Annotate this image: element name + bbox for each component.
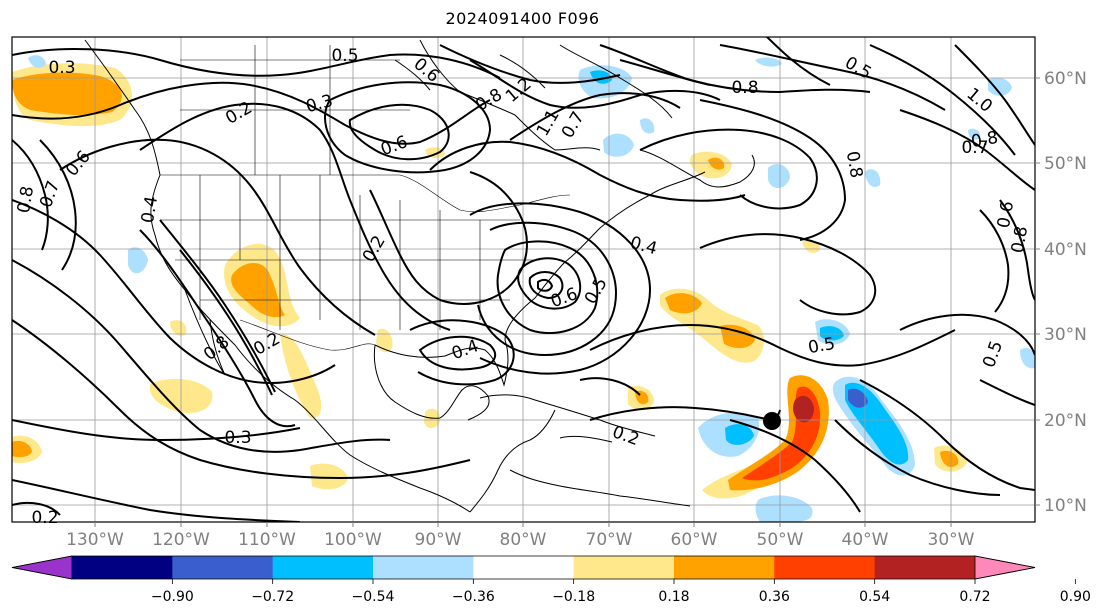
lon-label: 80°W (500, 530, 547, 550)
lon-label: 30°W (928, 530, 975, 550)
colorbar-tick-label: −0.72 (251, 589, 294, 605)
lat-label: 20°N (1044, 411, 1087, 431)
colorbar-segment (72, 556, 173, 579)
lon-label: 50°W (757, 530, 804, 550)
colorbar-tick-label: 0.54 (859, 589, 890, 605)
storm-marker-icon (763, 412, 781, 430)
lon-label: 90°W (415, 530, 462, 550)
contour-label: 0.4 (138, 195, 162, 225)
colorbar-segment (674, 556, 775, 579)
contour-label: 0.6 (994, 200, 1018, 230)
lon-label: 130°W (66, 530, 124, 550)
lon-label: 120°W (152, 530, 210, 550)
map-title: 2024091400 F096 (445, 9, 600, 28)
contour-label: 0.4 (628, 233, 659, 259)
contour-label: 0.5 (807, 334, 837, 358)
contour-label: 0.5 (331, 46, 358, 66)
lon-label: 40°W (842, 530, 889, 550)
lon-label: 70°W (586, 530, 633, 550)
lat-label: 30°N (1044, 325, 1087, 345)
colorbar-tick-label: −0.54 (352, 589, 395, 605)
contour-label: 0.8 (731, 78, 758, 98)
shaded-fields (12, 55, 1035, 522)
longitude-labels: 130°W 120°W 110°W 100°W 90°W 80°W 70°W 6… (66, 530, 975, 550)
colorbar-segment (874, 556, 976, 579)
colorbar-segment (573, 556, 675, 579)
lon-label: 100°W (324, 530, 382, 550)
contour-label: 0.8 (970, 128, 1000, 152)
colorbar-tick-label: −0.90 (151, 589, 194, 605)
colorbar-ticks: −0.90 −0.72 −0.54 −0.36 −0.18 0.18 0.36 0.54 0.7… (151, 579, 1091, 605)
colorbar-outline (11, 555, 1036, 580)
colorbar-segment (774, 556, 876, 579)
lat-label: 60°N (1044, 69, 1087, 89)
contour-label: 0.3 (48, 58, 75, 78)
lon-label: 110°W (238, 530, 296, 550)
contour-label: 0.8 (14, 185, 38, 215)
colorbar-segment (373, 556, 474, 579)
colorbar-tick-label: 0.90 (1060, 589, 1091, 605)
colorbar-segment (172, 556, 274, 579)
contour-label: 0.3 (224, 428, 251, 448)
contour-lines (12, 37, 1035, 522)
colorbar-tick-label: −0.18 (552, 589, 595, 605)
colorbar (11, 555, 1036, 580)
colorbar-extend-high (974, 555, 1036, 580)
colorbar-tick-label: 0.18 (658, 589, 689, 605)
political-borders (160, 45, 571, 351)
latitude-labels: 60°N 50°N 40°N 30°N 20°N 10°N (1044, 69, 1087, 516)
lat-label: 10°N (1044, 496, 1087, 516)
lon-label: 60°W (671, 530, 718, 550)
colorbar-segment (272, 556, 374, 579)
axis-ticks (94, 77, 1040, 527)
lat-label: 40°N (1044, 240, 1087, 260)
colorbar-segment (473, 556, 575, 579)
colorbar-tick-label: 0.72 (959, 589, 990, 605)
colorbar-tick-label: 0.36 (759, 589, 790, 605)
colorbar-extend-low (11, 555, 73, 580)
lat-label: 50°N (1044, 154, 1087, 174)
coastlines (84, 39, 755, 513)
contour-label: 0.3 (304, 91, 335, 117)
contour-label: 0.2 (31, 508, 58, 528)
contour-label: 0.8 (842, 150, 866, 180)
contour-label: 0.8 (1008, 225, 1032, 255)
colorbar-tick-label: −0.36 (452, 589, 495, 605)
contour-label: 0.7 (961, 138, 988, 158)
